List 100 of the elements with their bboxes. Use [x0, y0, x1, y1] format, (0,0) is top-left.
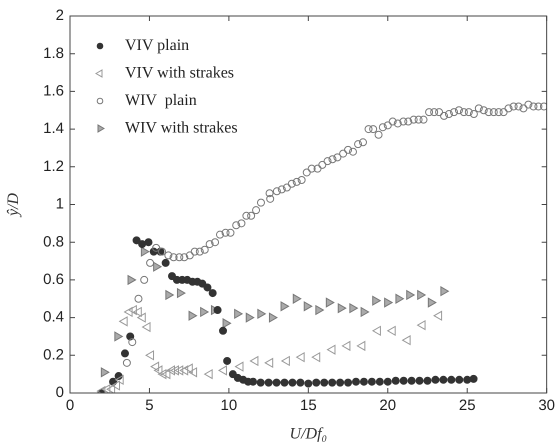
point [208, 289, 217, 298]
point [218, 366, 227, 376]
point [280, 378, 288, 387]
point [431, 376, 440, 384]
point [188, 367, 198, 378]
point [392, 376, 400, 385]
point [406, 290, 415, 300]
point [320, 378, 328, 387]
point [439, 376, 448, 384]
point [434, 310, 442, 321]
y-tick-label: 1.8 [43, 44, 64, 62]
point [402, 335, 411, 346]
point [154, 366, 162, 376]
y-tick-label: 0 [56, 384, 64, 402]
legend-label: WIV with strakes [125, 120, 238, 137]
point [384, 298, 393, 308]
point [257, 309, 266, 319]
y-tick-label: 0.2 [43, 346, 64, 364]
point [349, 303, 358, 314]
x-axis-title: U/Df₀ [290, 426, 328, 443]
x-tick-label: 15 [300, 397, 317, 414]
point [102, 384, 110, 393]
point [417, 320, 426, 330]
point [264, 378, 273, 387]
y-tick-label: 0.8 [43, 233, 64, 250]
point [384, 378, 392, 386]
y-tick-label: 2 [56, 7, 64, 24]
point [150, 362, 160, 372]
x-tick-label: 5 [145, 397, 154, 414]
point [387, 326, 396, 336]
point [408, 376, 416, 385]
point [106, 384, 116, 393]
point [272, 378, 281, 387]
point [264, 358, 274, 368]
point [417, 290, 426, 300]
point [455, 376, 464, 384]
point [326, 344, 336, 354]
x-tick-label: 25 [458, 397, 476, 414]
point [219, 326, 228, 335]
point [336, 378, 344, 387]
point [360, 378, 368, 386]
point [315, 305, 324, 315]
point [146, 350, 154, 360]
point [296, 352, 305, 362]
point [296, 378, 304, 387]
point [288, 378, 296, 387]
point [119, 316, 128, 326]
point [162, 258, 170, 267]
point [423, 376, 432, 385]
point [376, 378, 384, 386]
point [138, 240, 146, 248]
point [304, 301, 312, 312]
point [124, 307, 133, 317]
point [416, 376, 424, 385]
point [158, 369, 166, 379]
point [256, 378, 265, 387]
point [395, 294, 404, 304]
point [170, 366, 179, 376]
point [250, 356, 258, 366]
point [368, 378, 376, 386]
y-tick-label: 1.2 [43, 158, 64, 175]
point [312, 352, 320, 362]
point [328, 378, 336, 387]
point [133, 307, 142, 317]
point [174, 366, 184, 376]
point [360, 307, 370, 317]
point [128, 305, 137, 315]
point [234, 362, 244, 372]
point [204, 369, 213, 379]
point [338, 303, 346, 314]
y-tick-label: 1.6 [43, 82, 64, 100]
point [440, 286, 449, 296]
point [304, 380, 312, 388]
legend-label: WIV plain [125, 92, 197, 110]
point [144, 238, 152, 246]
point [447, 376, 456, 384]
point [180, 366, 188, 376]
point [223, 356, 232, 365]
point [470, 374, 478, 383]
point [342, 341, 350, 351]
point [112, 380, 120, 390]
point [352, 378, 360, 386]
point [356, 341, 366, 351]
point [203, 283, 212, 292]
point [115, 374, 124, 385]
point [292, 294, 302, 304]
point [166, 366, 176, 376]
point [400, 376, 408, 385]
point [372, 296, 381, 306]
x-tick-label: 10 [220, 397, 238, 414]
y-axis-title: ŷ/D [4, 192, 22, 218]
point [120, 349, 129, 358]
point [268, 312, 278, 322]
point [132, 236, 141, 244]
point [312, 378, 320, 387]
point [428, 298, 436, 308]
legend-label: VIV plain [125, 37, 190, 54]
point [214, 306, 222, 314]
x-tick-label: 30 [538, 397, 555, 414]
point [326, 298, 334, 308]
